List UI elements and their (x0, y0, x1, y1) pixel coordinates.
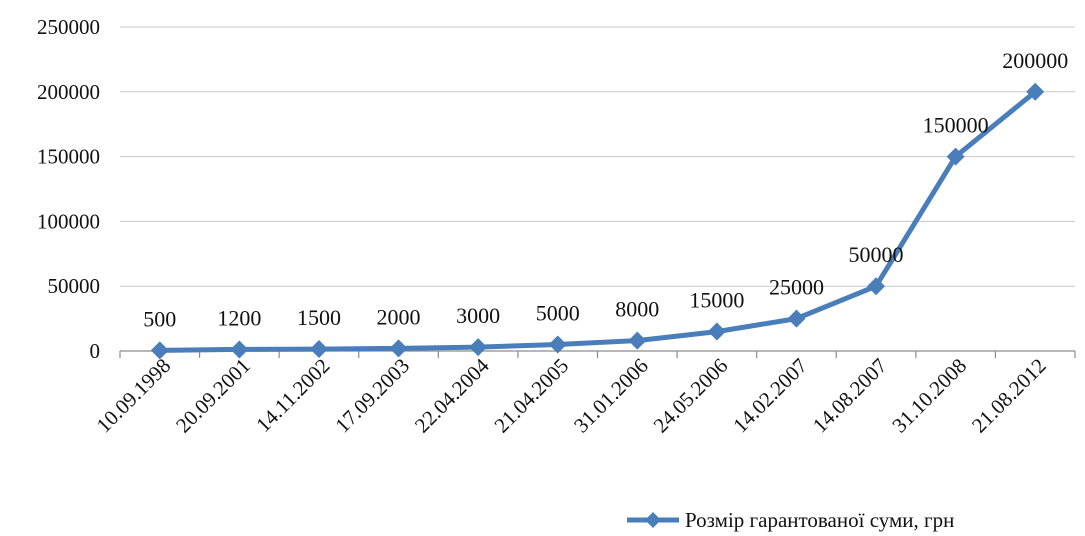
data-labels: 500 1200 1500 2000 3000 5000 8000 15000 25000 500… (143, 48, 1068, 332)
data-label-8: 25000 (769, 275, 824, 300)
data-label-0: 500 (143, 306, 176, 331)
x-tick-label-7: 24.05.2006 (649, 354, 733, 438)
data-point-3 (389, 339, 408, 358)
data-label-5: 5000 (536, 301, 580, 326)
x-tick-label-3: 17.09.2003 (330, 354, 414, 438)
x-tick-label-6: 31.01.2006 (569, 354, 653, 438)
gridlines (120, 26, 1075, 287)
data-label-9: 50000 (849, 242, 904, 267)
legend-entry-label: Розмір гарантованої суми, грн (685, 508, 954, 532)
y-tick-label-3: 150000 (37, 145, 100, 169)
y-tick-label-5: 250000 (37, 15, 100, 39)
series-line-path (159, 89, 1037, 353)
x-tick-label-11: 21.08.2012 (967, 354, 1051, 438)
data-label-6: 8000 (615, 297, 659, 322)
x-tick-label-8: 14.02.2007 (728, 354, 812, 438)
x-axis (119, 350, 1076, 358)
x-tick-label-10: 31.10.2008 (887, 354, 971, 438)
x-tick-label-9: 14.08.2007 (808, 354, 892, 438)
x-axis-tick-labels: 10.09.199820.09.200114.11.200217.09.2003… (92, 353, 1051, 437)
data-point-5 (548, 335, 567, 354)
x-tick-label-4: 22.04.2004 (410, 353, 494, 437)
data-label-11: 200000 (1002, 48, 1068, 73)
data-label-1: 1200 (217, 305, 261, 330)
series-markers (150, 82, 1045, 360)
y-tick-label-2: 100000 (37, 209, 100, 233)
data-point-9 (867, 277, 886, 296)
x-tick-label-5: 21.04.2005 (489, 354, 573, 438)
series-line (159, 89, 1037, 353)
data-label-4: 3000 (456, 303, 500, 328)
y-tick-label-0: 0 (90, 339, 101, 363)
y-tick-label-1: 50000 (48, 274, 101, 298)
y-tick-label-4: 200000 (37, 80, 100, 104)
data-point-0 (150, 341, 169, 360)
data-point-4 (469, 338, 488, 357)
legend: Розмір гарантованої суми, грн (627, 508, 954, 532)
data-label-2: 1500 (297, 305, 341, 330)
data-point-7 (707, 322, 726, 341)
data-point-10 (946, 147, 965, 166)
data-point-1 (230, 340, 249, 359)
legend-diamond-marker (645, 512, 661, 528)
x-tick-label-1: 20.09.2001 (171, 354, 255, 438)
data-point-11 (1026, 82, 1045, 101)
data-point-2 (309, 340, 328, 359)
data-label-3: 2000 (377, 304, 421, 329)
data-point-8 (787, 309, 806, 328)
x-tick-label-0: 10.09.1998 (92, 354, 176, 438)
data-point-6 (628, 331, 647, 350)
data-label-10: 150000 (923, 113, 989, 138)
data-label-7: 15000 (689, 288, 744, 313)
y-axis-tick-labels: 0 50000 100000 150000 200000 250000 (37, 15, 100, 363)
x-tick-label-2: 14.11.2002 (251, 354, 334, 437)
